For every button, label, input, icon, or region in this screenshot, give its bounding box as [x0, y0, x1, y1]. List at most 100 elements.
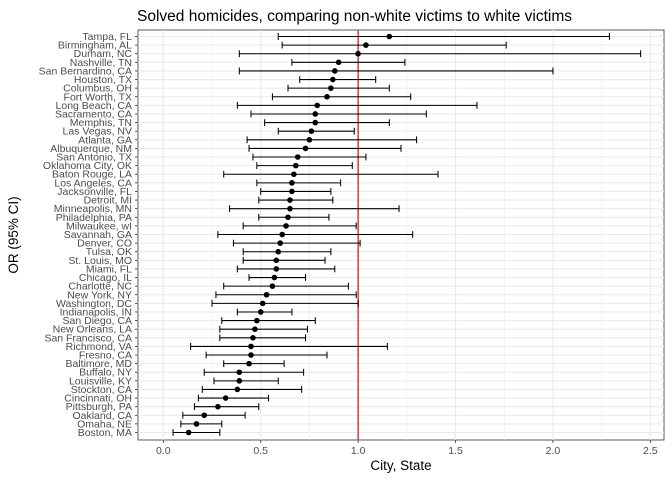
y-tick-label: Oakland, CA — [72, 410, 132, 422]
error-bar — [277, 127, 355, 135]
data-point — [254, 317, 260, 324]
y-tick-label: Charlotte, NC — [68, 281, 132, 293]
error-bar — [248, 274, 307, 281]
error-bar — [264, 119, 390, 126]
y-tick-label: Jacksonville, FL — [57, 186, 132, 198]
x-tick-label: 0.5 — [253, 445, 268, 457]
y-tick-label: Birmingham, AL — [58, 40, 132, 52]
error-bar — [246, 136, 418, 144]
data-point — [257, 309, 264, 315]
data-point — [293, 162, 299, 169]
error-bar — [242, 222, 357, 230]
data-point — [263, 291, 270, 298]
y-tick-label: Boston, MA — [78, 427, 132, 439]
data-point — [363, 42, 369, 48]
data-point — [269, 283, 276, 289]
confidence-intervals — [172, 33, 642, 436]
data-point — [246, 360, 252, 367]
data-point — [355, 50, 361, 57]
y-tick-label: Savannah, GA — [64, 229, 132, 241]
data-point — [289, 188, 295, 195]
error-bar — [219, 325, 309, 333]
y-tick-label: Buffalo, NY — [79, 367, 132, 379]
error-bar — [287, 84, 390, 92]
data-point — [222, 395, 229, 401]
y-axis-title: OR (95% CI) — [6, 196, 21, 273]
x-tick-label: 2.0 — [546, 445, 561, 457]
error-bar — [238, 67, 554, 75]
y-tick-label: Long Beach, CA — [56, 100, 132, 112]
error-bar — [236, 101, 478, 109]
y-tick-label: Washington, DC — [56, 298, 132, 310]
y-tick-label: San Bernardino, CA — [39, 65, 132, 77]
y-tick-label: Pittsburgh, PA — [66, 401, 132, 413]
y-tick-label: Atlanta, GA — [78, 134, 132, 146]
y-tick-label: Oklahoma City, OK — [43, 160, 132, 172]
data-point — [312, 111, 319, 117]
y-tick-label: Cincinnati, OH — [64, 393, 132, 405]
y-tick-label: Tulsa, OK — [86, 246, 132, 258]
data-point — [201, 412, 208, 419]
y-tick-label: New York, NY — [67, 289, 132, 301]
error-bar — [236, 265, 336, 273]
y-tick-label: Indianapolis, IN — [60, 306, 132, 318]
data-point — [193, 421, 200, 427]
data-point — [279, 231, 285, 238]
y-tick-label: San Francisco, CA — [44, 332, 132, 344]
y-tick-label: Miami, FL — [86, 263, 132, 275]
y-tick-label: Nashville, TN — [70, 57, 132, 69]
error-bar — [242, 256, 326, 264]
error-bar — [221, 317, 316, 324]
data-point — [302, 145, 309, 152]
y-tick-label: Albuquerque, NM — [50, 143, 132, 155]
data-point — [386, 33, 393, 40]
data-point — [287, 197, 293, 203]
error-bar — [242, 248, 332, 256]
y-tick-label: Baton Rouge, LA — [52, 169, 132, 181]
x-tick-label: 1.5 — [448, 445, 463, 457]
y-tick-label: Louisville, KY — [69, 375, 132, 387]
y-tick-label: San Antonio, TX — [56, 152, 132, 164]
y-tick-label: San Diego, CA — [63, 315, 132, 327]
error-bar — [291, 58, 406, 66]
error-bar — [213, 377, 279, 385]
error-bar — [219, 334, 307, 342]
data-point — [236, 378, 243, 384]
x-axis-title: City, State — [370, 458, 431, 473]
y-tick-label: Los Angeles, CA — [54, 177, 132, 189]
error-bar — [182, 411, 246, 419]
data-point — [294, 154, 301, 160]
data-point — [252, 326, 258, 332]
y-tick-label: Milwaukee, wI — [66, 220, 132, 232]
y-tick-label: Baltimore, MD — [65, 358, 132, 370]
data-point — [287, 205, 293, 212]
y-tick-label: Sacramento, CA — [55, 108, 132, 120]
y-tick-label: Las Vegas, NV — [63, 126, 132, 138]
y-tick-label: Denver, CO — [77, 238, 132, 250]
data-point — [248, 352, 254, 358]
y-tick-label: Omaha, NE — [77, 418, 132, 430]
chart-title: Solved homicides, comparing non-white vi… — [137, 8, 572, 25]
data-point — [248, 343, 254, 350]
error-bar — [256, 179, 342, 187]
error-bar — [203, 368, 305, 376]
error-bar — [250, 110, 427, 118]
data-point — [236, 369, 243, 376]
data-point — [234, 386, 241, 393]
data-point — [331, 68, 338, 74]
error-bar — [252, 153, 367, 161]
data-point — [289, 180, 295, 186]
error-bar — [205, 351, 328, 359]
data-point — [271, 274, 278, 281]
y-tick-label: Tampa, FL — [82, 31, 132, 43]
y-tick-label: Houston, TX — [74, 74, 132, 86]
error-bar — [258, 196, 334, 204]
error-bar — [256, 162, 353, 170]
y-tick-label: Memphis, TN — [70, 117, 132, 129]
error-bar — [260, 188, 332, 195]
error-bar — [258, 213, 330, 221]
error-bar — [190, 343, 388, 350]
